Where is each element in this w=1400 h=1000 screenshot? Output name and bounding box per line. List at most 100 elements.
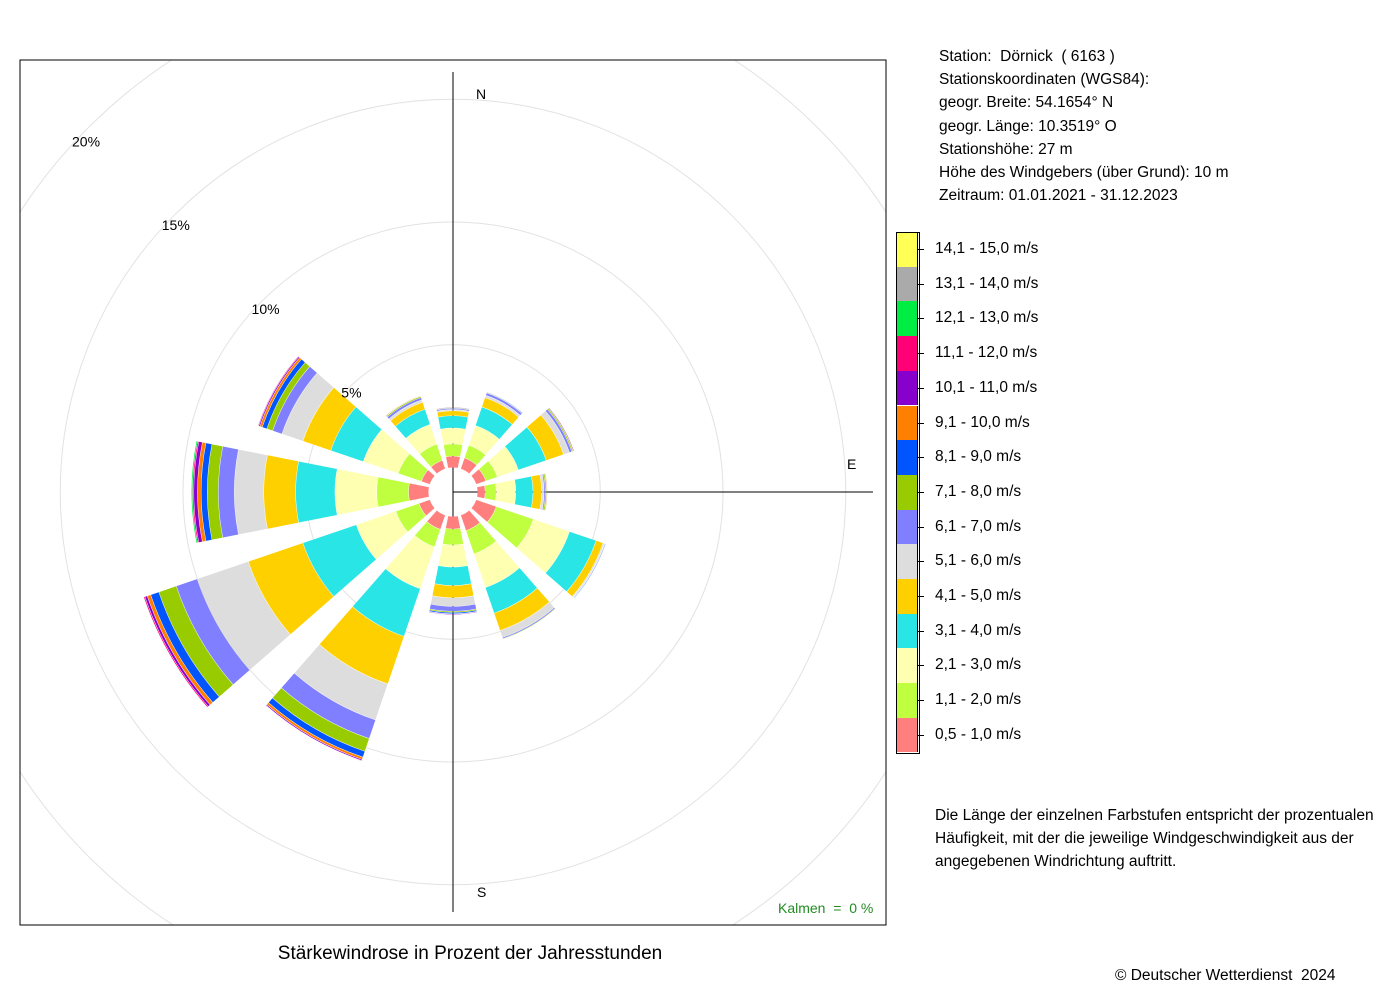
petal-segment-sse-4 bbox=[494, 588, 550, 631]
petal-segment-ene-0 bbox=[471, 469, 486, 485]
petal-segment-ssw-2 bbox=[385, 535, 435, 589]
legend-swatch bbox=[896, 336, 918, 371]
petal-segment-wsw-8 bbox=[150, 592, 220, 703]
petal-segment-ssw-4 bbox=[319, 606, 404, 684]
petal-segment-w-1 bbox=[376, 477, 410, 507]
petal-segment-e-1 bbox=[484, 483, 496, 501]
petal-segment-wnw-4 bbox=[303, 387, 356, 451]
petal-segment-nnw-5 bbox=[389, 400, 423, 421]
legend-item: 10,1 - 11,0 m/s bbox=[896, 370, 1196, 406]
legend-tick bbox=[918, 353, 924, 355]
petal-segment-e-0 bbox=[477, 485, 485, 499]
petal-segment-ssw-3 bbox=[352, 568, 421, 637]
station-period: Zeitraum: 01.01.2021 - 31.12.2023 bbox=[939, 187, 1178, 205]
petal-segment-e-7 bbox=[543, 473, 547, 511]
grid-circle bbox=[20, 60, 886, 925]
petal-segment-w-0 bbox=[408, 483, 429, 501]
petal-segment-nne-4 bbox=[482, 397, 519, 425]
legend-swatch bbox=[896, 613, 918, 649]
legend-item: 14,1 - 15,0 m/s bbox=[896, 232, 1196, 267]
legend-label: 0,5 - 1,0 m/s bbox=[935, 725, 1022, 743]
petal-segment-wnw-9 bbox=[260, 357, 302, 427]
legend-swatch bbox=[896, 579, 918, 614]
station-elevation: Stationshöhe: 27 m bbox=[939, 140, 1073, 158]
legend-tick bbox=[918, 283, 924, 285]
petal-segment-nne-1 bbox=[464, 445, 486, 465]
petal-segment-s-2 bbox=[438, 544, 468, 567]
petal-segment-w-4 bbox=[264, 455, 299, 529]
petal-segment-wnw-5 bbox=[282, 373, 334, 441]
petal-segment-wsw-1 bbox=[396, 503, 426, 532]
legend-label: 14,1 - 15,0 m/s bbox=[935, 240, 1039, 257]
petal-segment-s-3 bbox=[434, 565, 472, 586]
compass-axes bbox=[452, 72, 873, 912]
petal-segment-wsw-9 bbox=[147, 594, 213, 705]
legend-tick bbox=[918, 457, 924, 459]
petal-segment-n-1 bbox=[443, 444, 463, 457]
petal-segment-s-8 bbox=[429, 610, 477, 614]
petal-segment-nne-2 bbox=[468, 425, 500, 455]
petal-segment-ene-6 bbox=[545, 409, 572, 453]
legend-tick bbox=[918, 387, 924, 389]
copyright-text: © Deutscher Wetterdienst 2024 bbox=[1115, 967, 1336, 984]
legend-item: 13,1 - 14,0 m/s bbox=[896, 266, 1196, 302]
petal-segment-ssw-7 bbox=[272, 688, 370, 752]
legend-label: 9,1 - 10,0 m/s bbox=[935, 413, 1030, 431]
legend-swatch bbox=[896, 301, 918, 337]
petal-segment-ene-5 bbox=[541, 411, 570, 455]
petal-segment-n-2 bbox=[440, 428, 466, 445]
petal-segment-w-3 bbox=[295, 461, 337, 523]
petal-segment-nne-5 bbox=[485, 395, 521, 417]
petal-segment-ene-4 bbox=[527, 415, 564, 461]
petal-segment-w-8 bbox=[201, 443, 212, 541]
legend-tick bbox=[918, 734, 924, 736]
petal-segment-wsw-4 bbox=[248, 543, 334, 635]
legend-item: 0,5 - 1,0 m/s bbox=[896, 717, 1196, 753]
petal-segment-nnw-0 bbox=[431, 460, 446, 474]
petal-segment-w-2 bbox=[335, 469, 378, 515]
chart-labels: N E S Kalmen = 0 % 5% 10% 15% 20% bbox=[72, 86, 873, 916]
petal-segment-wnw-8 bbox=[262, 359, 305, 429]
petal-segment-n-5 bbox=[437, 409, 469, 413]
legend-swatch bbox=[896, 648, 918, 684]
petal-segment-n-6 bbox=[436, 408, 470, 411]
legend-swatch bbox=[896, 544, 918, 579]
legend-item: 4,1 - 5,0 m/s bbox=[896, 579, 1196, 614]
petal-segment-s-6 bbox=[429, 604, 477, 612]
legend-item: 8,1 - 9,0 m/s bbox=[896, 440, 1196, 475]
petal-segment-nnw-1 bbox=[419, 444, 443, 467]
compass-label-north: N bbox=[476, 86, 486, 102]
radial-tick-label: 10% bbox=[252, 301, 280, 317]
petal-segment-nne-3 bbox=[475, 407, 513, 440]
legend-swatch bbox=[896, 440, 918, 475]
legend-swatch bbox=[896, 370, 918, 406]
petal-segment-wnw-1 bbox=[398, 454, 428, 482]
petal-segment-ssw-0 bbox=[427, 510, 446, 530]
legend-tick bbox=[918, 318, 924, 320]
petal-segment-ese-3 bbox=[545, 531, 596, 592]
petal-segment-w-10 bbox=[194, 441, 203, 543]
petal-segment-w-7 bbox=[207, 444, 223, 540]
radial-tick-label: 20% bbox=[72, 133, 100, 149]
petal-segment-nnw-2 bbox=[406, 424, 437, 454]
legend-swatch bbox=[896, 509, 918, 545]
petal-segment-wsw-3 bbox=[303, 524, 377, 597]
petal-segment-s-10 bbox=[429, 611, 477, 615]
compass-label-east: E bbox=[847, 456, 856, 472]
petal-segment-sse-2 bbox=[474, 541, 520, 588]
petal-segment-w-11 bbox=[192, 441, 199, 543]
petal-segment-wnw-3 bbox=[331, 407, 382, 462]
station-coords-heading: Stationskoordinaten (WGS84): bbox=[939, 71, 1150, 89]
petal-segment-n-3 bbox=[438, 415, 468, 429]
legend-tick bbox=[918, 249, 924, 250]
petal-segment-e-2 bbox=[495, 479, 516, 505]
petal-segment-wsw-7 bbox=[159, 586, 233, 697]
petal-segment-ssw-8 bbox=[268, 698, 365, 757]
legend-label: 12,1 - 13,0 m/s bbox=[935, 309, 1039, 327]
petal-segment-nnw-3 bbox=[395, 409, 430, 439]
station-longitude: geogr. Länge: 10.3519° O bbox=[939, 117, 1117, 135]
petal-segment-sse-3 bbox=[485, 568, 538, 613]
legend-label: 1,1 - 2,0 m/s bbox=[935, 691, 1022, 709]
legend-item: 11,1 - 12,0 m/s bbox=[896, 336, 1196, 371]
petal-segment-e-8 bbox=[544, 473, 547, 511]
